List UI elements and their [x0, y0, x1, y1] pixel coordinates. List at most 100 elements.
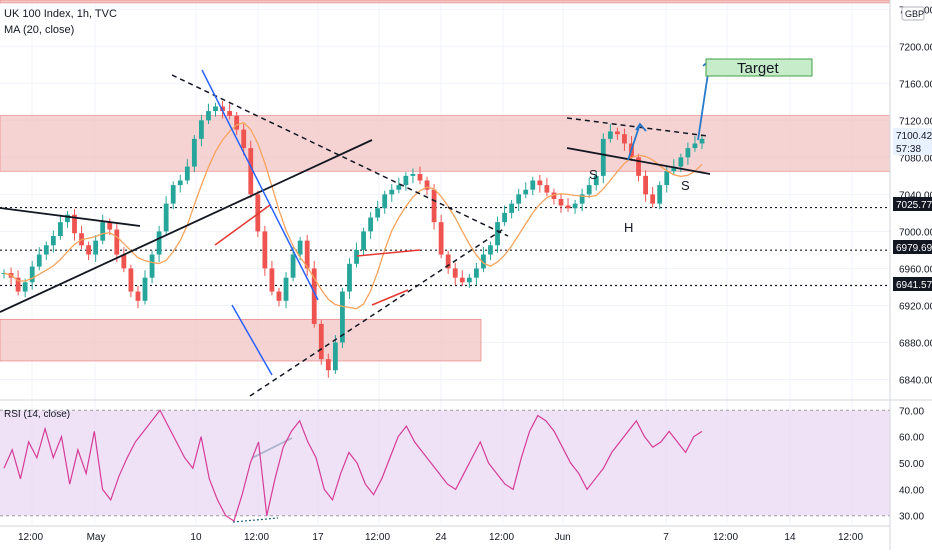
candle-body[interactable] [15, 277, 21, 292]
candle-body[interactable] [537, 180, 543, 186]
candle-body[interactable] [36, 254, 42, 267]
candle-body[interactable] [692, 143, 698, 149]
rsi-line[interactable] [3, 409, 703, 522]
candle-body[interactable] [593, 175, 599, 186]
candle-body[interactable] [248, 148, 254, 195]
candle-body[interactable] [234, 115, 240, 130]
resistance-zone[interactable] [0, 115, 891, 172]
candle-body[interactable] [318, 323, 324, 360]
candle-body[interactable] [579, 194, 585, 204]
trendline-horizontal[interactable] [0, 207, 141, 227]
candle-body[interactable] [332, 342, 338, 371]
candle-body[interactable] [417, 174, 423, 181]
candle-body[interactable] [304, 240, 310, 269]
candle-body[interactable] [650, 194, 656, 204]
candle-body[interactable] [375, 208, 381, 218]
candle-body[interactable] [128, 268, 134, 292]
candle-body[interactable] [403, 175, 409, 186]
candle-body[interactable] [135, 291, 141, 301]
candle-body[interactable] [685, 148, 691, 158]
candle-body[interactable] [311, 268, 317, 324]
candle-body[interactable] [290, 254, 296, 278]
candle-body[interactable] [361, 231, 366, 250]
candle-body[interactable] [523, 189, 529, 195]
target-box[interactable] [705, 58, 813, 77]
support-zone[interactable] [0, 319, 482, 362]
candle-body[interactable] [29, 266, 35, 283]
candle-body[interactable] [671, 166, 677, 172]
candle-body[interactable] [297, 240, 303, 255]
candle-body[interactable] [121, 254, 127, 269]
candle-body[interactable] [607, 131, 613, 139]
candle-body[interactable] [163, 203, 169, 232]
candle-body[interactable] [43, 245, 49, 255]
candle-body[interactable] [262, 231, 268, 269]
candle-body[interactable] [93, 240, 99, 255]
candle-body[interactable] [220, 106, 225, 112]
trendline-falling-dashed[interactable] [171, 74, 509, 237]
candle-body[interactable] [389, 189, 395, 195]
candle-body[interactable] [600, 138, 606, 176]
candle-body[interactable] [276, 291, 282, 301]
candle-body[interactable] [516, 194, 522, 204]
candle-body[interactable] [664, 171, 670, 186]
candle-body[interactable] [495, 222, 500, 246]
candle-body[interactable] [50, 236, 56, 246]
candle-body[interactable] [255, 194, 261, 232]
candle-body[interactable] [466, 277, 472, 283]
candle-body[interactable] [325, 359, 331, 371]
candle-body[interactable] [678, 157, 684, 167]
candle-body[interactable] [431, 189, 437, 223]
candle-body[interactable] [100, 222, 106, 241]
candle-body[interactable] [72, 214, 77, 234]
candle-body[interactable] [114, 229, 120, 255]
trendline-blue-2[interactable] [231, 304, 273, 376]
candle-body[interactable] [438, 222, 444, 255]
candle-body[interactable] [565, 205, 571, 209]
candle-body[interactable] [473, 268, 479, 278]
candle-body[interactable] [614, 131, 620, 135]
candle-body[interactable] [622, 134, 627, 144]
candle-body[interactable] [340, 291, 345, 343]
candle-body[interactable] [410, 174, 416, 176]
candle-body[interactable] [227, 111, 233, 116]
candle-body[interactable] [177, 180, 183, 186]
head-shoulders-top-line[interactable] [566, 117, 709, 137]
candle-body[interactable] [199, 120, 204, 139]
ma-line[interactable] [3, 121, 703, 310]
rsi-divergence-low[interactable] [232, 517, 279, 523]
trendline-blue[interactable] [201, 69, 319, 301]
candle-body[interactable] [283, 277, 289, 301]
candle-body[interactable] [445, 254, 451, 269]
candle-body[interactable] [191, 138, 197, 167]
candle-body[interactable] [481, 254, 486, 269]
candle-body[interactable] [184, 166, 190, 181]
candle-body[interactable] [347, 263, 352, 292]
candle-body[interactable] [657, 185, 663, 204]
candle-body[interactable] [142, 277, 148, 301]
candle-body[interactable] [170, 185, 176, 204]
candle-body[interactable] [396, 185, 402, 190]
candle-body[interactable] [22, 282, 28, 292]
candle-body[interactable] [269, 268, 275, 292]
candle-body[interactable] [509, 203, 515, 213]
trendline-rising-dashed[interactable] [249, 227, 506, 397]
trendline-rising[interactable] [0, 139, 373, 313]
trendline-red-1[interactable] [214, 204, 271, 246]
candle-body[interactable] [551, 192, 557, 199]
trendline-red-2[interactable] [356, 249, 421, 257]
candle-body[interactable] [213, 106, 218, 112]
candle-body[interactable] [354, 249, 359, 264]
candle-body[interactable] [530, 180, 536, 190]
candle-body[interactable] [65, 214, 70, 223]
candle-body[interactable] [368, 217, 374, 232]
candle-body[interactable] [241, 129, 247, 149]
candle-body[interactable] [558, 199, 564, 206]
candle-body[interactable] [452, 268, 458, 278]
candle-body[interactable] [58, 222, 63, 237]
candle-body[interactable] [488, 245, 493, 255]
candle-body[interactable] [699, 138, 705, 144]
candle-body[interactable] [156, 231, 162, 255]
